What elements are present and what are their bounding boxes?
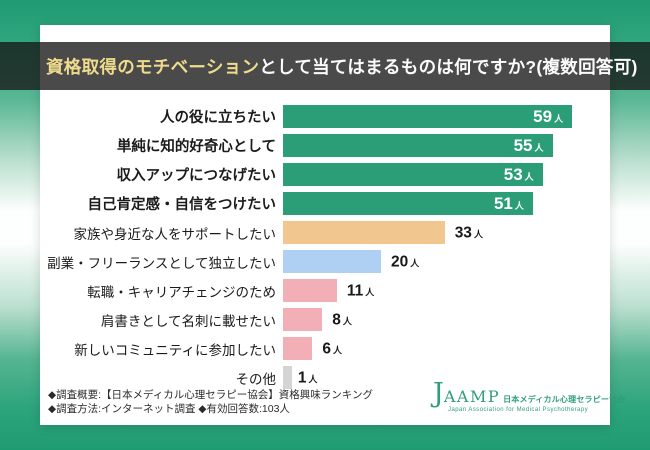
page-title: 資格取得のモチベーションとして当てはまるものは何ですか?(複数回答可) [46,54,638,79]
bar: 59 人 [283,105,573,128]
bar-value-unit: 人 [333,344,343,355]
bar [283,366,292,389]
bar-value-unit: 人 [524,172,534,182]
bar-area: 11 人 [283,279,610,302]
chart-row: 副業・フリーランスとして独立したい 20 人 [40,250,610,273]
title-rest: として当てはまるものは何ですか?(複数回答可) [259,56,638,77]
title-highlight: 資格取得のモチベーション [46,56,260,77]
bar-value-unit: 人 [534,143,544,153]
bar: 53 人 [283,163,543,186]
chart-row: 家族や身近な人をサポートしたい 33 人 [40,221,610,244]
bar-value: 20 人 [391,252,420,270]
bar: 55 人 [283,134,553,157]
bar [283,308,323,331]
logo-letters-aamp: AAMP [443,387,501,406]
bar-value-unit: 人 [308,373,318,384]
logo-english-name: Japan Association for Medical Psychother… [448,407,589,413]
bar-area: 59 人 [283,105,610,128]
bar [283,221,445,244]
question-header: 資格取得のモチベーションとして当てはまるものは何ですか?(複数回答可) [0,42,650,90]
chart-row: 転職・キャリアチェンジのため 11 人 [40,279,610,302]
bar-value-unit: 人 [410,257,420,268]
bar-value-unit: 人 [514,201,524,211]
bar-label: 転職・キャリアチェンジのため [87,284,276,300]
jaamp-logo: J AAMP 日本メディカル心理セラピー協会 Japan Association … [433,378,626,413]
bar-area: 20 人 [283,250,610,273]
chart-row: 収入アップにつなげたい 53 人 [40,163,610,186]
bar-value-unit: 人 [365,286,375,297]
bar [283,250,381,273]
bar [283,279,337,302]
chart-row: 人の役に立ちたい 59 人 [40,105,610,128]
bar-label: 単純に知的好奇心として [116,139,276,155]
chart-row: 単純に知的好奇心として 55 人 [40,134,610,157]
bar-label: 新しいコミュニティに参加したい [74,342,276,358]
bar-value-unit: 人 [554,114,564,124]
bar-value: 59 人 [533,107,564,126]
bar-label: 人の役に立ちたい [160,110,276,126]
bar-area: 53 人 [283,163,610,186]
chart-row: 肩書きとして名刺に載せたい 8 人 [40,308,610,331]
bar-value: 11 人 [346,281,375,299]
bar-label: 肩書きとして名刺に載せたい [100,313,276,329]
bar-value: 51 人 [493,194,524,213]
survey-notes: ◆調査概要:【日本メディカル心理セラピー協会】資格興味ランキング ◆調査方法:イ… [48,389,418,416]
chart-row: 自己肯定感・自信をつけたい 51 人 [40,192,610,215]
bar [283,337,313,360]
bar-area: 33 人 [283,221,610,244]
bar-area: 55 人 [283,134,610,157]
bar-area: 51 人 [283,192,610,215]
bar-label: 副業・フリーランスとして独立したい [47,255,276,271]
survey-overview: ◆調査概要:【日本メディカル心理セラピー協会】資格興味ランキング [48,389,373,401]
bar-value: 33 人 [454,223,483,241]
bar-label: 収入アップにつなげたい [116,168,277,184]
bar-value-unit: 人 [342,315,352,326]
bar-value: 53 人 [503,165,534,184]
bar-label: 自己肯定感・自信をつけたい [87,197,277,213]
bar-label: その他 [235,371,277,387]
chart-row: 新しいコミュニティに参加したい 6 人 [40,337,610,360]
logo-japanese-name: 日本メディカル心理セラピー協会 [503,395,626,404]
logo-letter-j: J [433,378,444,409]
bar-label: 家族や身近な人をサポートしたい [73,226,277,242]
survey-method: ◆調査方法:インターネット調査 ◆有効回答数:103人 [48,402,290,415]
chart-row: その他 1 人 [40,366,610,389]
bar-value-unit: 人 [473,228,483,239]
bar: 51 人 [283,192,533,215]
logo-wordmark: J AAMP 日本メディカル心理セラピー協会 [433,378,626,409]
bar-chart: 人の役に立ちたい 59 人単純に知的好奇心として 55 人収入アップにつなげたい 53 人自… [40,105,610,395]
bar-value: 55 人 [513,136,544,155]
